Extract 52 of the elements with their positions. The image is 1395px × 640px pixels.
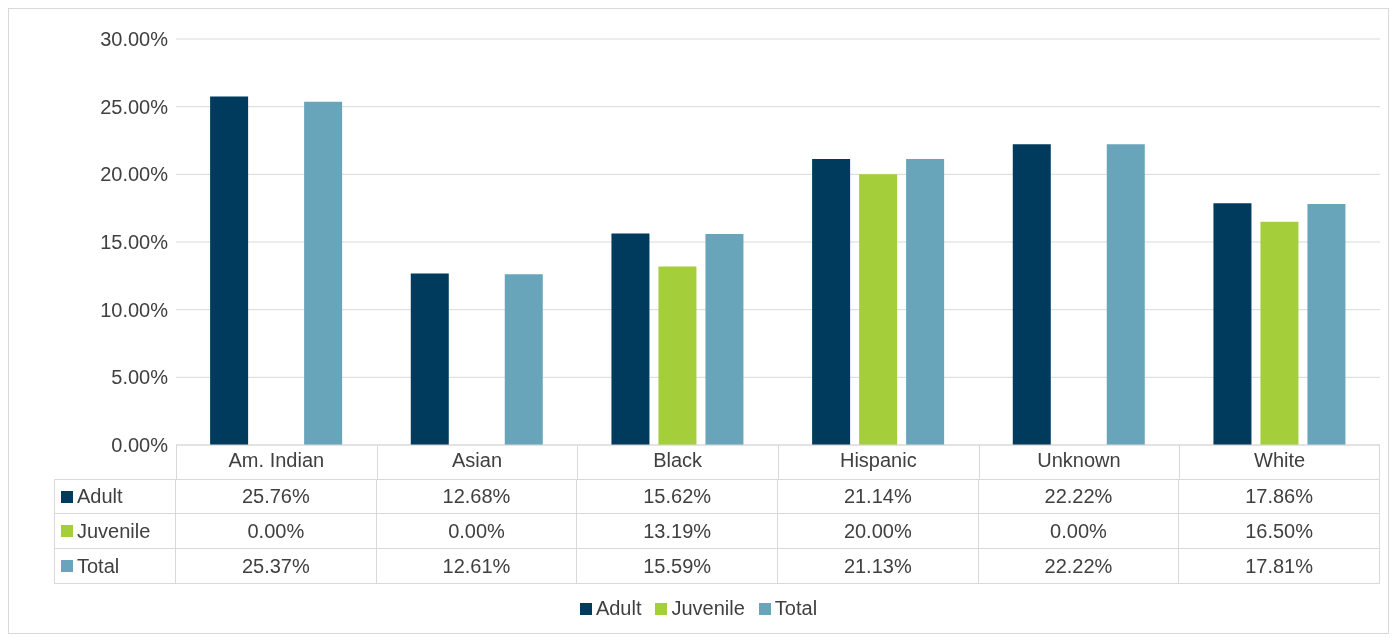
y-tick-label: 0.00% xyxy=(111,434,169,457)
data-label: 22.22% xyxy=(978,479,1180,514)
y-tick-label: 30.00% xyxy=(100,28,169,51)
x-tick-label: Hispanic xyxy=(839,449,917,472)
data-label: 17.81% xyxy=(1179,549,1380,584)
text: Total xyxy=(77,554,120,577)
data-label: 25.76% xyxy=(176,479,377,514)
data-label: 17.86% xyxy=(1179,479,1380,514)
data-label: 15.62% xyxy=(577,479,778,514)
y-tick-label: 10.00% xyxy=(100,298,169,321)
data-label: 12.68% xyxy=(376,479,578,514)
y-tick-label: 15.00% xyxy=(100,231,169,254)
data-label: 20.00% xyxy=(777,514,979,549)
legend-label: Juvenile xyxy=(671,597,745,620)
data-label: 22.22% xyxy=(978,549,1180,584)
text: Juvenile xyxy=(77,519,151,542)
x-tick-label: Am. Indian xyxy=(228,449,325,472)
text: Adult xyxy=(595,597,642,619)
legend-label: Adult xyxy=(77,485,123,508)
data-label: 0.00% xyxy=(978,514,1180,549)
data-label: 21.14% xyxy=(777,479,979,514)
data-label: 25.37% xyxy=(176,549,377,584)
x-tick-label: Asian xyxy=(451,449,503,472)
y-tick-label: 20.00% xyxy=(100,163,169,186)
y-tick-label: 25.00% xyxy=(100,95,169,118)
y-tick-label: 5.00% xyxy=(111,366,169,389)
data-label: 15.59% xyxy=(577,549,778,584)
bar xyxy=(859,174,898,445)
bar xyxy=(658,266,697,445)
bar xyxy=(705,234,744,445)
data-label: 16.50% xyxy=(1179,514,1380,549)
bar xyxy=(1012,144,1051,445)
bar xyxy=(1213,203,1252,445)
legend-label: Total xyxy=(774,597,818,620)
data-label: 13.19% xyxy=(577,514,778,549)
x-tick-label: Black xyxy=(653,449,704,472)
bar xyxy=(504,274,543,445)
data-label: 12.61% xyxy=(376,549,578,584)
bar xyxy=(611,233,650,445)
bar xyxy=(812,158,851,445)
data-label: 0.00% xyxy=(376,514,578,549)
data-label: 21.13% xyxy=(777,549,979,584)
bar xyxy=(410,273,449,445)
bar xyxy=(1260,221,1299,445)
x-tick-label: White xyxy=(1254,449,1306,472)
bar xyxy=(304,101,343,445)
bar xyxy=(906,159,945,445)
x-tick-label: Unknown xyxy=(1037,449,1121,472)
bar xyxy=(210,96,249,445)
bar xyxy=(1307,203,1346,445)
bar xyxy=(1106,144,1145,445)
data-label: 0.00% xyxy=(176,514,377,549)
